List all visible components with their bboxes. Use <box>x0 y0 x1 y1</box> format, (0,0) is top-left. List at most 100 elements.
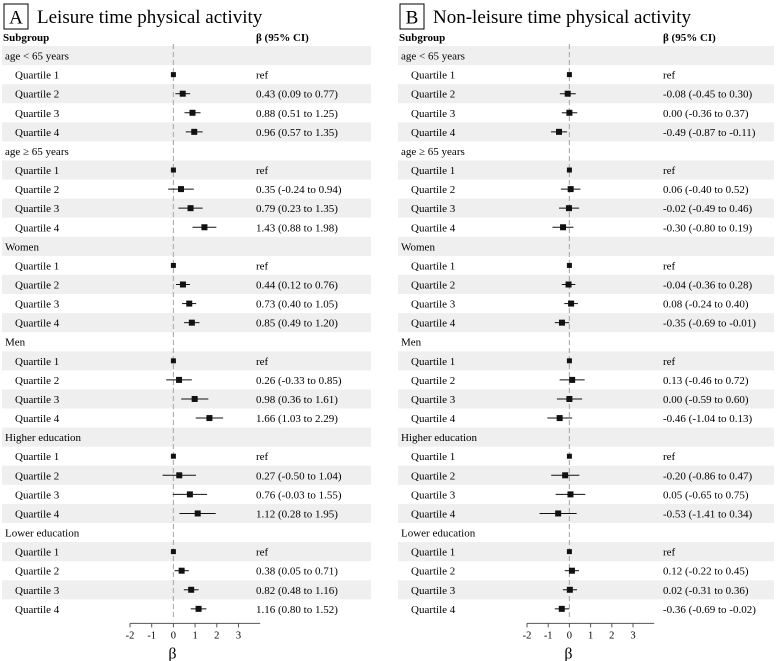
row-label: Quartile 2 <box>411 566 455 578</box>
point-estimate-marker <box>170 72 176 78</box>
point-estimate-marker <box>170 453 176 459</box>
row-label: Quartile 1 <box>411 547 455 559</box>
row-shade <box>398 84 774 104</box>
row-label: Quartile 1 <box>15 547 59 559</box>
row-label: Quartile 3 <box>411 299 456 311</box>
header-subgroup: Subgroup <box>399 32 445 44</box>
row-label: Quartile 1 <box>411 356 455 368</box>
row-label: Quartile 4 <box>15 318 60 330</box>
row-estimate-text: -0.04 (-0.36 to 0.28) <box>663 280 753 292</box>
row-shade <box>2 46 371 66</box>
row-shade <box>2 160 371 180</box>
row-estimate-text: 0.02 (-0.31 to 0.36) <box>663 585 749 597</box>
row-label: Quartile 2 <box>15 184 59 196</box>
point-estimate-marker <box>567 491 574 498</box>
row-label: Quartile 4 <box>15 222 60 234</box>
row-label: Quartile 1 <box>411 451 455 463</box>
point-estimate-marker <box>566 395 573 402</box>
row-estimate-text: -0.53 (-1.41 to 0.34) <box>663 508 753 520</box>
row-estimate-text: 1.12 (0.28 to 1.95) <box>256 508 338 520</box>
point-estimate-marker <box>170 549 176 555</box>
row-estimate-text: 0.08 (-0.24 to 0.40) <box>663 299 749 311</box>
x-tick-label: 2 <box>214 630 219 641</box>
point-estimate-marker <box>566 358 572 364</box>
row-label: Quartile 2 <box>15 280 59 292</box>
row-label: Quartile 3 <box>411 394 456 406</box>
panel-letter-box <box>399 3 425 30</box>
row-shade <box>398 198 774 218</box>
row-estimate-text: 1.66 (1.03 to 2.29) <box>256 413 338 425</box>
point-estimate-marker <box>565 205 572 212</box>
row-label: Quartile 4 <box>15 508 60 520</box>
group-label: Lower education <box>401 528 476 540</box>
row-estimate-text: ref <box>663 165 676 177</box>
point-estimate-marker <box>566 549 572 555</box>
row-estimate-text: 0.79 (0.23 to 1.35) <box>256 203 338 215</box>
row-label: Quartile 1 <box>411 165 455 177</box>
row-shade <box>398 351 774 371</box>
point-estimate-marker <box>176 376 183 383</box>
row-estimate-text: ref <box>256 165 269 177</box>
row-estimate-text: 0.88 (0.51 to 1.25) <box>256 108 338 120</box>
row-estimate-text: 0.06 (-0.40 to 0.52) <box>663 184 749 196</box>
row-estimate-text: 0.82 (0.48 to 1.16) <box>256 585 338 597</box>
row-shade <box>398 122 774 142</box>
point-estimate-marker <box>186 491 193 498</box>
row-label: Quartile 3 <box>15 489 60 501</box>
row-label: Quartile 1 <box>15 70 59 82</box>
point-estimate-marker <box>195 605 202 612</box>
row-estimate-text: ref <box>256 547 269 559</box>
row-label: Quartile 4 <box>411 127 456 139</box>
row-estimate-text: 0.00 (-0.59 to 0.60) <box>663 394 749 406</box>
row-shade <box>398 313 774 333</box>
row-estimate-text: -0.35 (-0.69 to -0.01) <box>663 318 756 330</box>
row-label: Quartile 4 <box>411 508 456 520</box>
row-estimate-text: -0.02 (-0.49 to 0.46) <box>663 203 753 215</box>
row-label: Quartile 4 <box>411 222 456 234</box>
row-estimate-text: 0.12 (-0.22 to 0.45) <box>663 566 749 578</box>
row-label: Quartile 3 <box>411 108 456 120</box>
row-estimate-text: 0.35 (-0.24 to 0.94) <box>256 184 342 196</box>
row-shade <box>2 236 371 256</box>
panel-letter: B <box>406 8 419 29</box>
row-estimate-text: -0.36 (-0.69 to -0.02) <box>663 604 756 616</box>
group-label: Women <box>401 241 435 253</box>
row-label: Quartile 2 <box>411 375 455 387</box>
point-estimate-marker <box>206 415 213 422</box>
row-shade <box>398 542 774 562</box>
point-estimate-marker <box>188 319 195 326</box>
row-label: Quartile 1 <box>411 70 455 82</box>
row-label: Quartile 1 <box>15 165 59 177</box>
point-estimate-marker <box>562 472 569 479</box>
panel-b-non-leisure-time: B Non-leisure time physical activity Subgr… <box>398 3 774 661</box>
row-shade <box>2 542 371 562</box>
row-estimate-text: ref <box>256 451 269 463</box>
row-estimate-text: 0.98 (0.36 to 1.61) <box>256 394 338 406</box>
panel-title: Non-leisure time physical activity <box>433 7 692 28</box>
row-shade <box>398 236 774 256</box>
point-estimate-marker <box>564 90 571 97</box>
point-estimate-marker <box>179 281 186 288</box>
point-estimate-marker <box>176 472 183 479</box>
row-estimate-text: 0.73 (0.40 to 1.05) <box>256 299 338 311</box>
row-label: Quartile 3 <box>15 108 60 120</box>
row-estimate-text: ref <box>663 260 676 272</box>
row-estimate-text: 0.43 (0.09 to 0.77) <box>256 89 338 101</box>
point-estimate-marker <box>179 90 186 97</box>
row-estimate-text: 1.43 (0.88 to 1.98) <box>256 222 338 234</box>
row-estimate-text: -0.20 (-0.86 to 0.47) <box>663 470 753 482</box>
x-tick-label: -2 <box>126 630 135 641</box>
panel-letter-box <box>3 3 29 30</box>
row-estimate-text: ref <box>256 356 269 368</box>
row-label: Quartile 3 <box>15 299 60 311</box>
row-estimate-text: 0.44 (0.12 to 0.76) <box>256 280 338 292</box>
group-label: Higher education <box>5 432 82 444</box>
point-estimate-marker <box>567 186 574 193</box>
header-estimate: β (95% CI) <box>663 32 716 44</box>
point-estimate-marker <box>566 72 572 78</box>
x-tick-label: 2 <box>609 630 614 641</box>
point-estimate-marker <box>170 358 176 364</box>
row-label: Quartile 2 <box>15 470 59 482</box>
row-shade <box>398 160 774 180</box>
point-estimate-marker <box>201 224 208 231</box>
